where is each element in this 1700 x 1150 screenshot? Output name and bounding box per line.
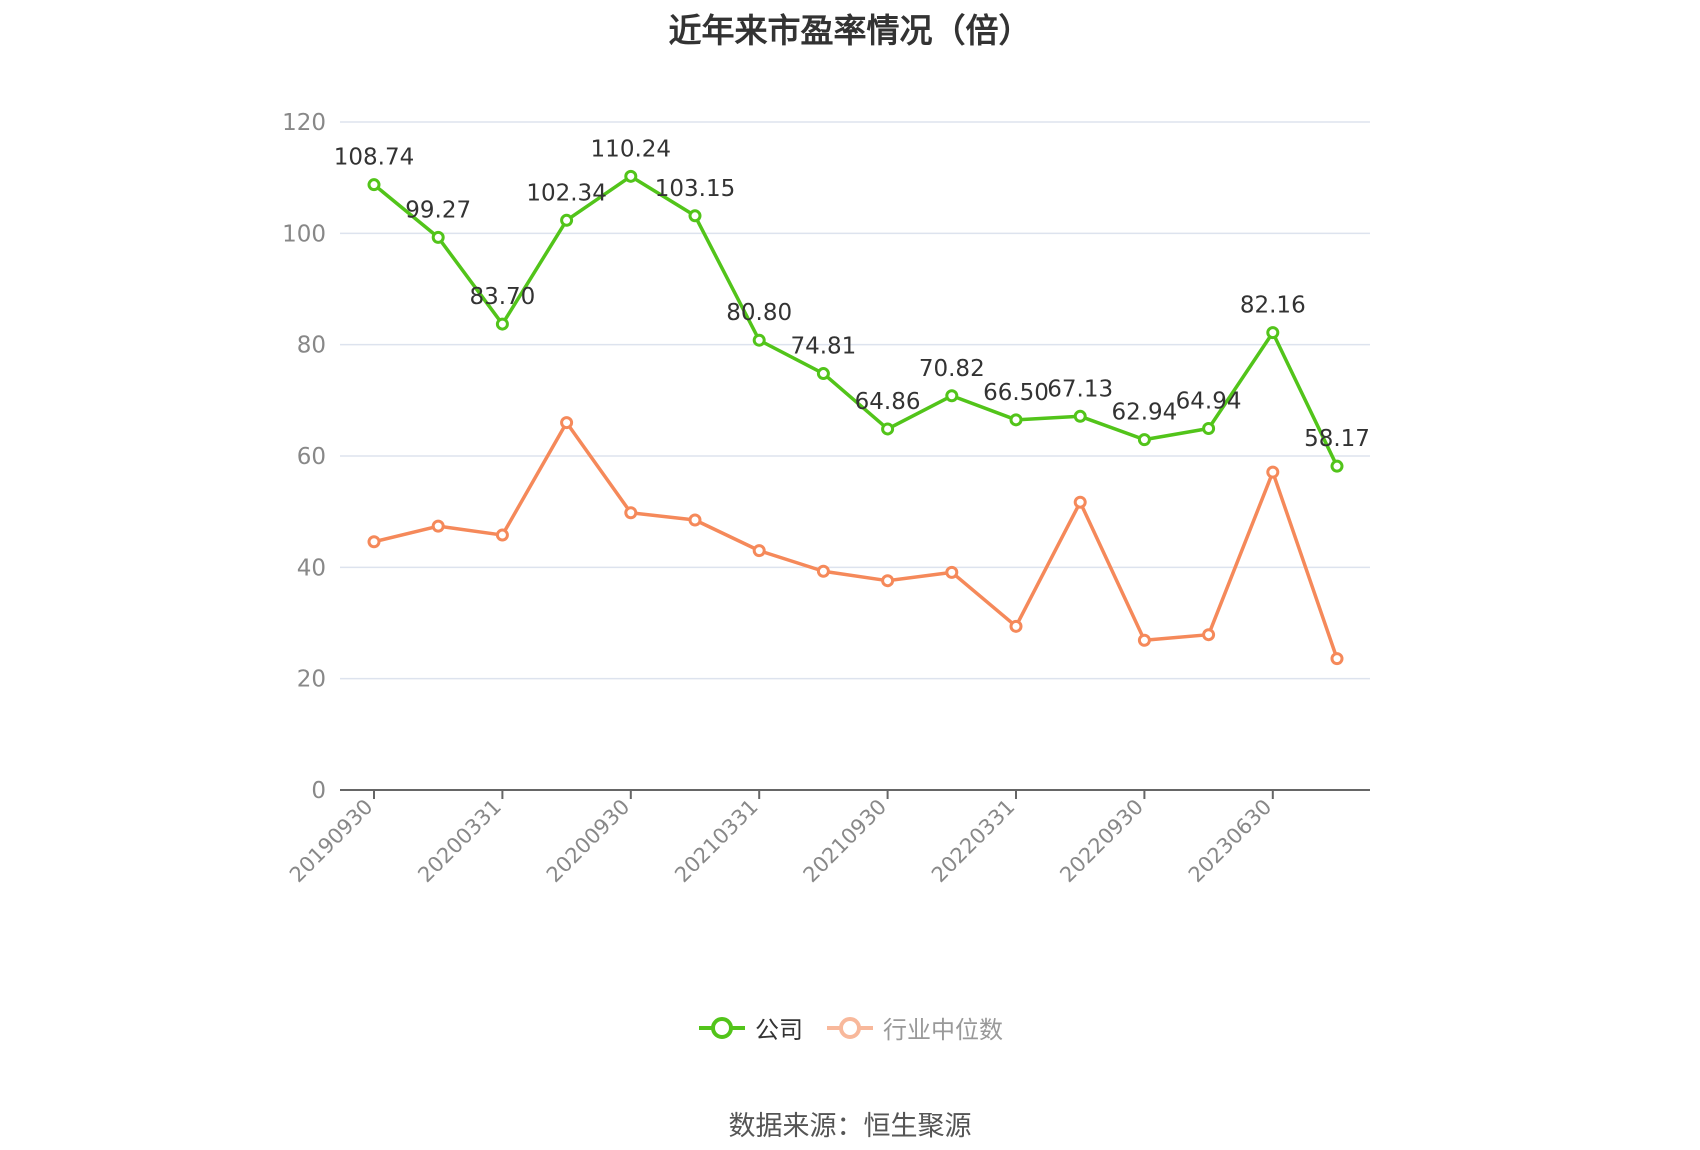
data-point-industry [1202,628,1216,642]
x-tick-label: 20220930 [1055,795,1148,888]
data-point-company [1202,422,1216,436]
data-point-company [945,389,959,403]
axis-layer: 0 20 40 60 80 100 120 20190930 20200331 20200930 2… [282,110,1370,887]
data-point-company [1330,459,1344,473]
data-point-company [1073,409,1087,423]
data-label: 102.34 [526,180,606,206]
series-line-industry [373,420,1339,660]
label-layer: 108.74 99.27 83.70 102.34 110.24 103.15 80.80 7… [334,136,1370,452]
x-tick-label: 20230630 [1184,795,1277,888]
data-point-industry [881,574,895,588]
data-source: 数据来源：恒生聚源 [728,1111,972,1142]
chart-title: 近年来市盈率情况（倍） [668,11,1032,50]
data-point-company [367,178,381,192]
legend-item-industry[interactable]: 行业中位数 [825,1010,1003,1045]
data-label: 82.16 [1240,293,1306,319]
data-point-company [816,367,830,381]
data-label: 103.15 [655,176,735,202]
data-point-industry [431,519,445,533]
grid-layer [340,121,1370,680]
data-label: 64.94 [1176,389,1242,415]
data-label: 80.80 [726,300,792,326]
data-point-company [1009,413,1023,427]
data-point-company [1137,433,1151,447]
data-point-company [431,230,445,244]
data-point-company [624,169,638,183]
data-label: 66.50 [983,380,1049,406]
x-tick-label: 20210930 [799,795,892,888]
x-tick-label: 20200930 [542,795,635,888]
data-point-industry [495,528,509,542]
data-label: 74.81 [790,334,856,360]
data-label: 108.74 [334,145,414,171]
data-label: 99.27 [405,197,471,223]
x-tick-label: 20190930 [285,795,378,888]
y-tick-label: 40 [297,555,326,581]
y-tick-label: 100 [282,221,326,247]
legend-industry-label: 行业中位数 [883,1016,1003,1044]
data-label: 83.70 [469,284,535,310]
data-label: 67.13 [1047,376,1113,402]
y-tick-label: 60 [297,444,326,470]
data-point-industry [688,513,702,527]
data-point-company [495,317,509,331]
series-line-company [372,174,1339,467]
series-layer [367,169,1344,666]
legend-industry-marker-icon [827,1016,873,1039]
data-point-industry [560,416,574,430]
legend-company-marker-icon [699,1016,745,1039]
data-label: 110.24 [591,136,671,162]
data-point-industry [945,565,959,579]
data-point-industry [752,544,766,558]
data-point-industry [816,564,830,578]
data-point-industry [1266,465,1280,479]
data-point-company [1266,326,1280,340]
x-tick-label: 20210331 [670,795,763,888]
data-point-industry [1137,633,1151,647]
data-point-industry [367,535,381,549]
y-tick-label: 120 [282,110,326,136]
data-point-company [688,209,702,223]
data-point-industry [1073,495,1087,509]
data-point-industry [624,506,638,520]
data-point-company [560,213,574,227]
data-point-industry [1330,652,1344,666]
x-tick-label: 20200331 [413,795,506,888]
legend: 公司 行业中位数 [0,1010,1700,1045]
data-label: 62.94 [1111,400,1177,426]
data-point-company [881,422,895,436]
data-label: 70.82 [919,356,985,382]
data-label: 64.86 [855,389,921,415]
data-label: 58.17 [1304,426,1370,452]
legend-company-label: 公司 [755,1016,803,1044]
data-point-industry [1009,619,1023,633]
x-tick-label: 20220331 [927,795,1020,888]
y-tick-label: 80 [297,333,326,359]
y-tick-label: 0 [311,778,326,804]
y-tick-label: 20 [297,667,326,693]
data-point-company [752,333,766,347]
legend-item-company[interactable]: 公司 [697,1010,803,1045]
